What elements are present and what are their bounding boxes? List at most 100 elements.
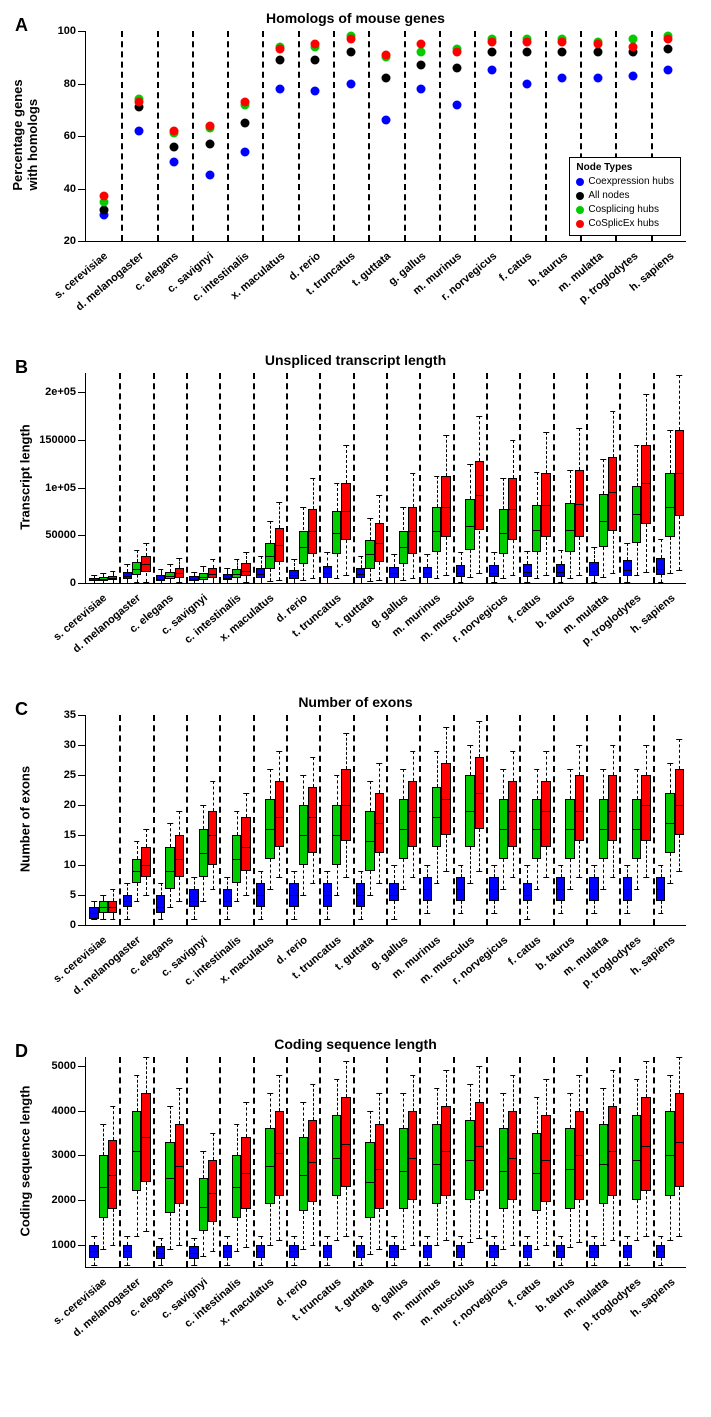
legend-item: CoSplicEx hubs [576,217,674,231]
whisker-cap [443,1070,449,1071]
whisker-cap [467,464,473,465]
whisker [303,564,304,580]
data-point [99,192,108,201]
box-median [523,895,532,896]
whisker [627,576,628,582]
whisker [470,745,471,775]
box-median [389,1251,398,1252]
whisker-cap [525,1236,531,1237]
whisker [513,540,514,575]
box-median [356,1251,365,1252]
boxplot [599,715,608,925]
whisker-cap [125,883,131,884]
whisker [594,901,595,913]
whisker [679,375,680,430]
box-median [308,817,317,818]
whisker-cap [267,581,273,582]
panel-title: Homologs of mouse genes [10,10,701,26]
whisker-cap [377,495,383,496]
data-point [346,48,355,57]
whisker-cap [267,769,273,770]
box-body [141,847,150,877]
x-axis-labels: s. cerevisiaed. melanogasterc. elegansc.… [85,1268,686,1363]
boxplot [465,373,474,583]
box-median [108,907,117,908]
whisker-cap [677,375,683,376]
whisker [270,1204,271,1244]
boxplot [323,373,332,583]
whisker [670,537,671,573]
whisker [513,440,514,478]
whisker [94,1258,95,1265]
whisker-cap [477,573,483,574]
panel-letter: C [15,699,28,720]
boxplot [589,1057,598,1267]
grid-line [545,31,547,241]
whisker [194,877,195,889]
box-median [132,1151,141,1152]
whisker-cap [601,459,607,460]
whisker-cap [234,1124,240,1125]
whisker [461,901,462,913]
whisker [379,763,380,793]
whisker-cap [91,901,97,902]
boxplot [665,373,674,583]
data-point [276,55,285,64]
whisker [579,428,580,470]
whisker [279,847,280,877]
box-median [456,1251,465,1252]
y-tick-label: 15 [64,829,86,841]
whisker [527,1258,528,1265]
boxplot [123,373,132,583]
box-median [365,1182,374,1183]
whisker-cap [358,871,364,872]
whisker [661,539,662,558]
grid-line [474,31,476,241]
whisker-cap [625,543,631,544]
whisker-cap [210,1133,216,1134]
whisker [546,537,547,575]
whisker [261,907,262,919]
whisker [613,411,614,457]
boxplot [241,1057,250,1267]
boxplot [99,373,108,583]
box-median [556,572,565,573]
whisker-cap [501,1093,507,1094]
boxplot [241,715,250,925]
whisker-cap [177,811,183,812]
box-median [356,574,365,575]
whisker-cap [367,581,373,582]
boxplot [675,1057,684,1267]
y-axis-label: Number of exons [18,766,33,872]
whisker-cap [343,1236,349,1237]
whisker [246,871,247,895]
whisker-cap [477,1066,483,1067]
data-point [205,121,214,130]
legend-label: CoSplicEx hubs [588,217,659,231]
whisker [446,727,447,763]
whisker [513,751,514,781]
boxplot [575,1057,584,1267]
box-median [199,1207,208,1208]
box-body [499,1128,508,1208]
data-point [170,126,179,135]
grid-line [404,31,406,241]
boxplot [589,715,598,925]
whisker-cap [525,919,531,920]
box-median [132,569,141,570]
grid-line [286,373,288,583]
whisker-cap [267,1245,273,1246]
boxplot [641,715,650,925]
boxplot [632,1057,641,1267]
whisker-cap [443,871,449,872]
boxplot [608,715,617,925]
boxplot [256,373,265,583]
whisker [461,865,462,877]
whisker [270,521,271,543]
whisker [570,1209,571,1247]
whisker-cap [643,745,649,746]
whisker-cap [658,913,664,914]
data-point [487,66,496,75]
boxplot [499,1057,508,1267]
boxplot [556,1057,565,1267]
